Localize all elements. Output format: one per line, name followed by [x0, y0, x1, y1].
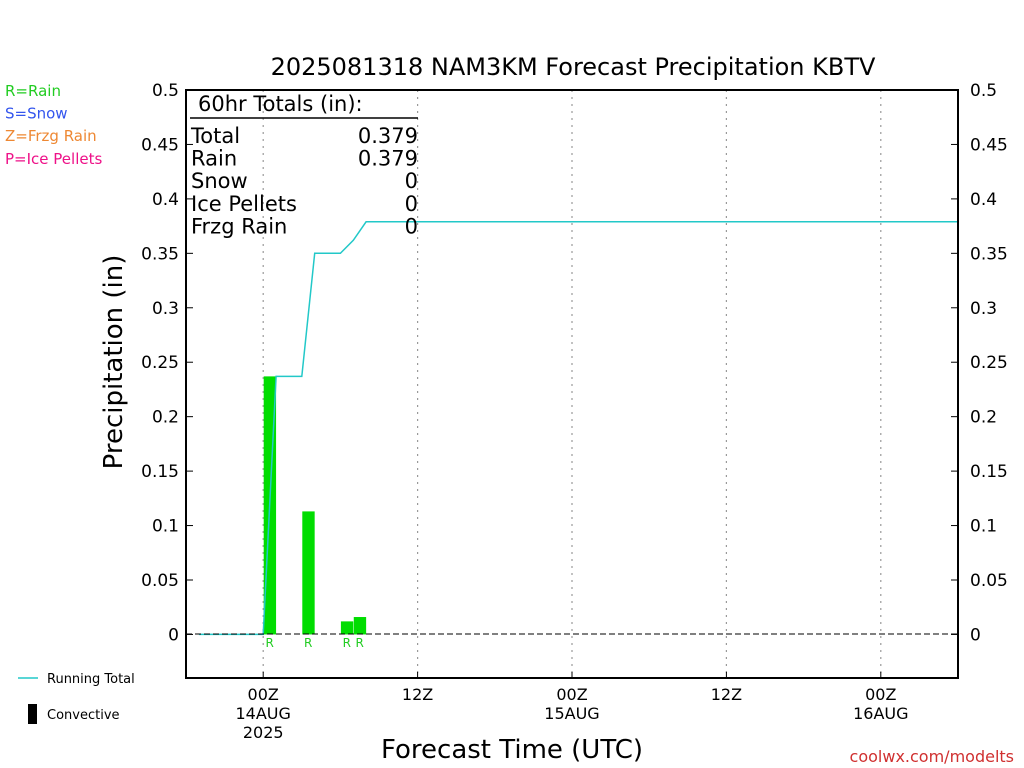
y-tick-label-left: 0 [168, 625, 179, 645]
ptype-tag: R [343, 636, 351, 650]
y-tick-label-left: 0.45 [141, 135, 179, 155]
y-tick-label-right: 0.3 [970, 299, 997, 319]
x-tick-label: 12Z [402, 685, 433, 704]
credit-text: coolwx.com/modelts [850, 747, 1014, 766]
ptype-legend-entry: S=Snow [5, 105, 68, 123]
totals-box: 60hr Totals (in): Total 0.379 Rain 0.379 Sno… [190, 92, 418, 238]
y-tick-label-right: 0.25 [970, 353, 1008, 373]
running-total-layer [198, 221, 958, 636]
ptype-tag: R [356, 636, 364, 650]
totals-row-label: Total [190, 124, 240, 148]
ptype-tag: R [265, 636, 273, 650]
totals-row-value: 0 [405, 169, 418, 193]
x-tick-label: 00Z [865, 685, 896, 704]
totals-row-label: Frzg Rain [191, 214, 287, 238]
y-tick-label-right: 0.2 [970, 408, 997, 428]
totals-row-value: 0.379 [358, 147, 418, 171]
x-tick-label: 00Z [248, 685, 279, 704]
y-tick-label-right: 0.45 [970, 135, 1008, 155]
precip-bar [353, 617, 367, 635]
x-axis-label: Forecast Time (UTC) [381, 735, 643, 765]
ptype-legend-entry: Z=Frzg Rain [5, 127, 97, 145]
ptype-legend-entry: P=Ice Pellets [5, 150, 102, 168]
y-tick-label-left: 0.25 [141, 353, 179, 373]
y-tick-label-right: 0.15 [970, 462, 1008, 482]
bottom-legend: Running Total Convective [18, 672, 135, 724]
y-tick-label-right: 0 [970, 625, 981, 645]
y-tick-label-left: 0.5 [152, 81, 179, 101]
y-tick-label-left: 0.2 [152, 408, 179, 428]
totals-row-label: Rain [191, 147, 237, 171]
x-tick-label: 00Z [556, 685, 587, 704]
bottom-legend-label: Convective [47, 708, 120, 723]
y-tick-label-right: 0.5 [970, 81, 997, 101]
y-axis-left: 0 0.05 0.1 0.15 0.2 0.25 0.3 0.35 0.4 0.45 0.5 [141, 81, 193, 645]
y-tick-label-left: 0.05 [141, 571, 179, 591]
totals-row-value: 0 [405, 214, 418, 238]
precip-bar [340, 621, 354, 635]
y-tick-label-right: 0.35 [970, 244, 1008, 264]
ptype-legend-entry: R=Rain [5, 82, 61, 100]
precip-bar [302, 511, 315, 635]
totals-row-value: 0 [405, 192, 418, 216]
x-tick-label: 16AUG [853, 704, 908, 723]
y-tick-label-right: 0.1 [970, 517, 997, 537]
x-tick-label: 14AUG [235, 704, 290, 723]
y-tick-label-left: 0.4 [152, 190, 179, 210]
chart-title: 2025081318 NAM3KM Forecast Precipitation… [271, 53, 876, 81]
x-tick-label: 12Z [711, 685, 742, 704]
convective-legend-swatch [28, 704, 37, 724]
totals-heading: 60hr Totals (in): [198, 92, 363, 116]
ptype-legend: R=Rain S=Snow Z=Frzg Rain P=Ice Pellets [5, 82, 102, 168]
y-tick-label-left: 0.35 [141, 244, 179, 264]
bottom-legend-label: Running Total [47, 672, 135, 687]
running-total-line [198, 221, 958, 636]
totals-row-label: Ice Pellets [191, 192, 297, 216]
y-tick-label-right: 0.05 [970, 571, 1008, 591]
y-axis-right: 0 0.05 0.1 0.15 0.2 0.25 0.3 0.35 0.4 0.45 0.5 [951, 81, 1008, 645]
y-tick-label-left: 0.3 [152, 299, 179, 319]
y-tick-label-left: 0.1 [152, 517, 179, 537]
x-tick-label: 15AUG [544, 704, 599, 723]
totals-row-value: 0.379 [358, 124, 418, 148]
x-tick-label: 2025 [243, 723, 284, 742]
y-tick-label-left: 0.15 [141, 462, 179, 482]
y-axis-label: Precipitation (in) [99, 255, 129, 470]
totals-row-label: Snow [191, 169, 248, 193]
grid-layer [262, 90, 882, 678]
y-tick-label-right: 0.4 [970, 190, 997, 210]
ptype-tag: R [304, 636, 312, 650]
